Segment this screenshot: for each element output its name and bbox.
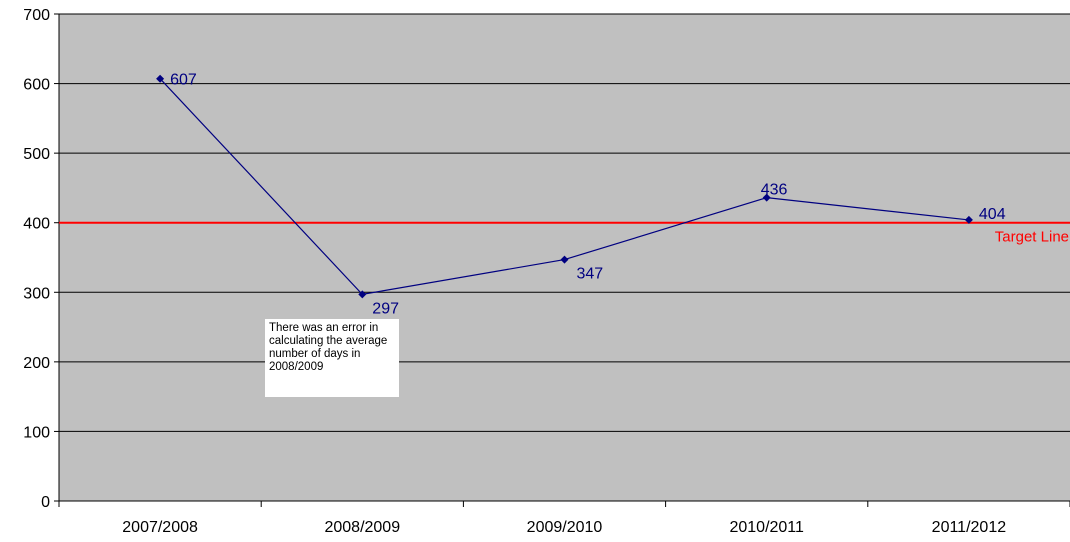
data-labels: 607 297 347 436 404 [170, 72, 1006, 318]
data-point-marker [156, 74, 165, 83]
y-tick-label: 300 [23, 285, 50, 302]
data-label: 347 [577, 266, 604, 283]
y-tick-label: 100 [23, 424, 50, 441]
data-label: 607 [170, 72, 197, 89]
y-tick-label: 0 [41, 494, 50, 511]
data-point-marker [762, 193, 771, 202]
y-tick-label: 400 [23, 216, 50, 233]
target-line-label: Target Line [995, 229, 1069, 246]
y-tick-label: 700 [23, 7, 50, 24]
x-tick-label: 2011/2012 [932, 519, 1007, 536]
x-axis-ticks [58, 501, 1070, 507]
x-axis-tick-labels: 2007/2008 2008/2009 2009/2010 2010/2011 2011… [122, 519, 1006, 536]
data-label: 404 [979, 206, 1006, 223]
data-point-marker [358, 290, 367, 299]
x-tick-label: 2007/2008 [122, 519, 198, 536]
y-tick-label: 600 [23, 77, 50, 94]
data-label: 297 [372, 300, 399, 317]
data-label: 436 [761, 182, 788, 199]
y-tick-label: 200 [23, 355, 50, 372]
axes [58, 14, 1070, 502]
x-tick-label: 2009/2010 [527, 519, 603, 536]
data-markers [156, 74, 973, 299]
y-axis-tick-labels: 0 100 200 300 400 500 600 700 [23, 7, 50, 511]
data-point-marker [560, 255, 569, 264]
x-tick-label: 2008/2009 [324, 519, 400, 536]
y-tick-label: 500 [23, 146, 50, 163]
error-annotation: There was an error in calculating the av… [265, 319, 399, 397]
x-tick-label: 2010/2011 [729, 519, 804, 536]
data-point-marker [964, 215, 973, 224]
